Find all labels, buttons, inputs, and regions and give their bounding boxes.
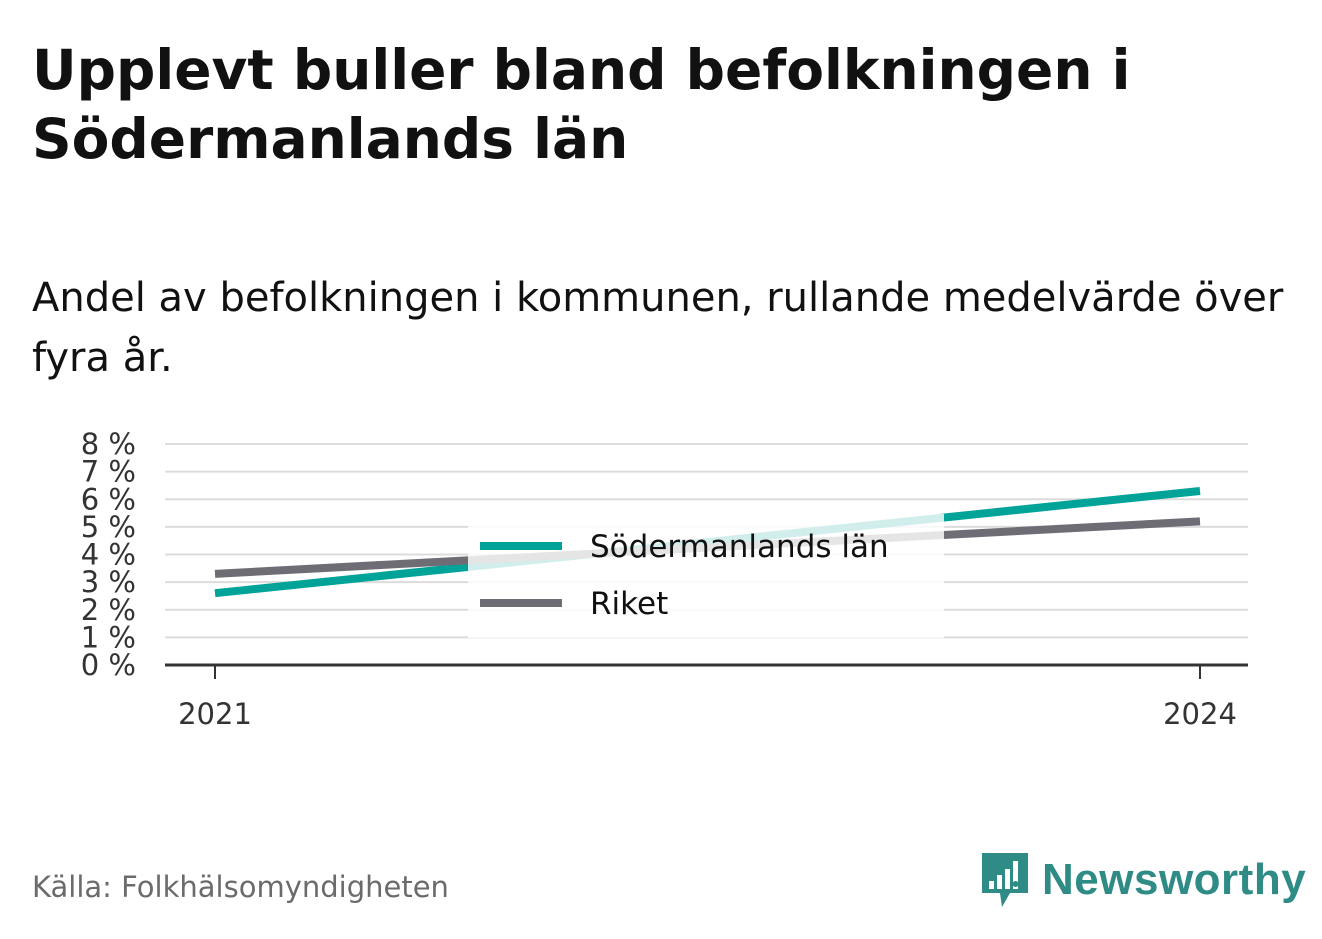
y-tick-label: 2 % <box>81 593 136 627</box>
y-tick-label: 3 % <box>81 565 136 599</box>
brand-logo: Newsworthy <box>980 850 1306 910</box>
y-tick-label: 4 % <box>81 538 136 572</box>
legend-box <box>468 514 944 638</box>
y-tick-label: 6 % <box>81 482 136 516</box>
legend-label: Södermanlands län <box>590 529 889 565</box>
source-note: Källa: Folkhälsomyndigheten <box>32 870 449 904</box>
y-tick-label: 5 % <box>81 510 136 544</box>
y-tick-label: 1 % <box>81 620 136 654</box>
line-chart: 0 %1 %2 %3 %4 %5 %6 %7 %8 % 2021 2024 Söder… <box>81 427 1248 731</box>
chart-subtitle: Andel av befolkningen i kommunen, rullan… <box>32 275 1284 381</box>
y-tick-label: 8 % <box>81 427 136 461</box>
brand-name: Newsworthy <box>1042 855 1307 904</box>
chart-title: Upplevt buller bland befolkningen i Söde… <box>32 38 1131 171</box>
x-tick-label: 2024 <box>1163 697 1237 731</box>
legend-label: Riket <box>590 586 668 622</box>
newsworthy-logo-icon <box>982 853 1028 907</box>
y-tick-label: 7 % <box>81 455 136 489</box>
x-tick-label: 2021 <box>178 697 252 731</box>
y-tick-label: 0 % <box>81 648 136 682</box>
